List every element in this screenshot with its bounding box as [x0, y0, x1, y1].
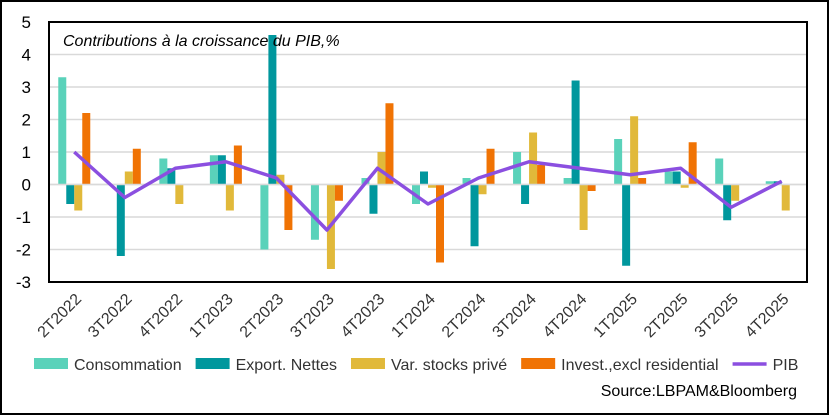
bar-var-stocks-priv- [680, 184, 689, 188]
bar-export-nettes [571, 80, 580, 185]
x-tick-label: 4T2024 [540, 291, 590, 341]
bar-var-stocks-priv- [377, 152, 386, 185]
chart-title: Contributions à la croissance du PIB,% [63, 33, 340, 50]
bar-export-nettes [672, 171, 681, 185]
bar-export-nettes [167, 168, 176, 185]
y-tick-label: -3 [16, 273, 31, 292]
bar-export-nettes [622, 184, 631, 266]
x-tick-label: 2T2024 [439, 291, 489, 341]
bar-consommation [260, 184, 269, 250]
bar-invest-excl-residential [436, 184, 444, 263]
bar-export-nettes [369, 184, 378, 214]
legend-label: Consommation [74, 357, 182, 374]
bar-export-nettes [420, 171, 428, 185]
bar-invest-excl-residential [537, 165, 546, 185]
bar-invest-excl-residential [82, 113, 91, 185]
y-tick-label: 5 [22, 13, 31, 32]
legend-item: PIB [732, 357, 799, 374]
bar-consommation [715, 158, 724, 185]
bar-consommation [614, 139, 623, 185]
bar-invest-excl-residential [284, 184, 293, 230]
x-tick-label: 4T2023 [338, 291, 388, 341]
legend-label: Var. stocks privé [391, 357, 507, 374]
bar-var-stocks-priv- [225, 184, 234, 211]
bar-invest-excl-residential [132, 148, 141, 185]
bar-consommation [58, 77, 67, 185]
x-tick-label: 2T2023 [237, 291, 287, 341]
bar-var-stocks-priv- [579, 184, 588, 230]
x-tick-label: 1T2024 [388, 291, 438, 341]
bar-consommation [310, 184, 319, 240]
bar-invest-excl-residential [486, 148, 495, 185]
legend-label: PIB [773, 357, 799, 374]
legend-swatch [195, 358, 230, 369]
legend-label: Export. Nettes [236, 357, 337, 374]
x-tick-label: 1T2025 [591, 291, 641, 341]
legend-item: Export. Nettes [195, 357, 337, 374]
bar-export-nettes [116, 184, 125, 256]
bar-invest-excl-residential [587, 184, 596, 191]
x-tick-label: 3T2024 [490, 291, 540, 341]
y-tick-label: 1 [22, 143, 31, 162]
bar-var-stocks-priv- [478, 184, 487, 195]
y-tick-label: 2 [22, 111, 31, 130]
y-tick-label: 0 [22, 176, 31, 195]
x-tick-label: 1T2023 [186, 291, 236, 341]
bar-consommation [462, 178, 471, 185]
bar-var-stocks-priv- [124, 171, 133, 185]
bar-var-stocks-priv- [731, 184, 740, 201]
x-tick-label: 2T2022 [35, 291, 85, 341]
y-tick-label: 4 [22, 46, 31, 65]
y-tick-label: -2 [16, 241, 31, 260]
bar-invest-excl-residential [638, 178, 647, 185]
bar-invest-excl-residential [385, 103, 394, 185]
x-tick-label: 4T2025 [742, 291, 792, 341]
bar-export-nettes [521, 184, 530, 204]
y-tick-label: 3 [22, 78, 31, 97]
bar-consommation [209, 155, 218, 185]
bar-var-stocks-priv- [781, 184, 790, 211]
x-tick-label: 2T2025 [641, 291, 691, 341]
x-tick-label: 3T2022 [85, 291, 135, 341]
legend-swatch [521, 358, 556, 369]
legend-swatch [350, 358, 385, 369]
bar-var-stocks-priv- [428, 184, 436, 188]
bar-consommation [664, 171, 673, 185]
legend-item: Invest.,excl residential [521, 357, 719, 374]
bar-export-nettes [217, 155, 226, 185]
x-tick-label: 3T2025 [692, 291, 742, 341]
bar-invest-excl-residential [334, 184, 343, 201]
bar-invest-excl-residential [688, 142, 697, 185]
bar-consommation [765, 181, 774, 185]
bar-var-stocks-priv- [630, 116, 639, 185]
bar-consommation [513, 152, 522, 185]
legend-item: Var. stocks privé [350, 357, 507, 374]
source-note: Source:LBPAM&Bloomberg [601, 383, 797, 400]
bar-export-nettes [66, 184, 75, 204]
bar-consommation [159, 158, 168, 185]
bar-var-stocks-priv- [74, 184, 83, 211]
bar-consommation [563, 178, 572, 185]
x-tick-label: 4T2022 [136, 291, 186, 341]
bar-export-nettes [470, 184, 479, 247]
legend-swatch [34, 358, 68, 369]
legend-label: Invest.,excl residential [561, 357, 718, 374]
legend-item: Consommation [34, 357, 182, 374]
plot-border [48, 21, 808, 283]
bar-var-stocks-priv- [529, 132, 538, 185]
x-tick-label: 3T2023 [287, 291, 337, 341]
bar-export-nettes [268, 35, 277, 185]
y-tick-label: -1 [16, 208, 31, 227]
bar-var-stocks-priv- [175, 184, 184, 204]
